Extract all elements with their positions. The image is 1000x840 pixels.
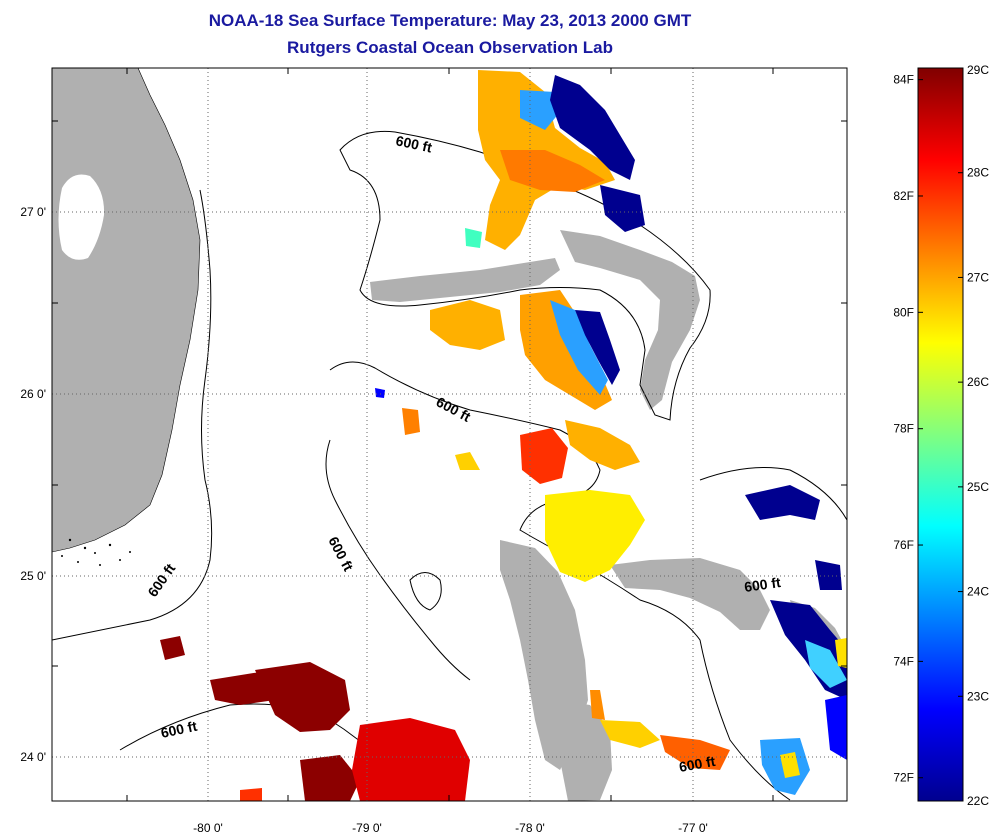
isobath-label: 600 ft	[678, 753, 717, 775]
colorbar-celsius-label: 27C	[967, 270, 989, 284]
abaco-island	[560, 230, 700, 410]
colorbar-celsius-label: 29C	[967, 63, 989, 77]
colorbar-strip	[917, 67, 964, 802]
map-subtitle: Rutgers Coastal Ocean Observation Lab	[287, 38, 613, 57]
colorbar-celsius-label: 22C	[967, 794, 989, 808]
andros-south	[555, 700, 612, 801]
lon-tick-label: -78 0'	[515, 821, 545, 835]
lon-tick-label: -80 0'	[193, 821, 223, 835]
map-minor-ticks	[52, 68, 847, 801]
colorbar: 29C 28C 27C 26C 25C 24C 23C 22C 84F 82F 80F 78F 76F…	[893, 63, 989, 808]
colorbar-fahrenheit-label: 72F	[893, 771, 914, 785]
colorbar-fahrenheit-label: 84F	[893, 73, 914, 87]
lon-tick-label: -79 0'	[352, 821, 382, 835]
colorbar-celsius-label: 25C	[967, 480, 989, 494]
colorbar-ticks	[918, 67, 963, 802]
lat-tick-label: 24 0'	[20, 750, 46, 764]
lat-tick-label: 27 0'	[20, 205, 46, 219]
lat-tick-label: 26 0'	[20, 387, 46, 401]
colorbar-celsius-label: 26C	[967, 375, 989, 389]
colorbar-fahrenheit-label: 82F	[893, 189, 914, 203]
lon-tick-label: -77 0'	[678, 821, 708, 835]
colorbar-fahrenheit-label: 78F	[893, 422, 914, 436]
colorbar-fahrenheit-label: 80F	[893, 305, 914, 319]
sst-field	[160, 70, 847, 801]
eleuthera-island	[610, 558, 770, 630]
isobath-label: 600 ft	[743, 574, 782, 595]
everglades-speckle	[61, 538, 131, 566]
lake-okeechobee	[58, 174, 105, 260]
colorbar-celsius-label: 28C	[967, 166, 989, 180]
map-panel	[52, 68, 847, 801]
lat-tick-label: 25 0'	[20, 569, 46, 583]
coastlines	[52, 68, 201, 553]
colorbar-fahrenheit-labels: 84F 82F 80F 78F 76F 74F 72F	[893, 73, 914, 785]
graticule	[52, 68, 847, 801]
isobath-label: 600 ft	[159, 718, 198, 741]
colorbar-celsius-label: 23C	[967, 689, 989, 703]
map-title: NOAA-18 Sea Surface Temperature: May 23,…	[208, 11, 692, 30]
colorbar-fahrenheit-label: 74F	[893, 654, 914, 668]
grand-bahama	[370, 258, 560, 302]
colorbar-fahrenheit-label: 76F	[893, 538, 914, 552]
colorbar-celsius-labels: 29C 28C 27C 26C 25C 24C 23C 22C	[967, 63, 989, 808]
isobath-label: 600 ft	[394, 132, 433, 155]
colorbar-celsius-label: 24C	[967, 585, 989, 599]
